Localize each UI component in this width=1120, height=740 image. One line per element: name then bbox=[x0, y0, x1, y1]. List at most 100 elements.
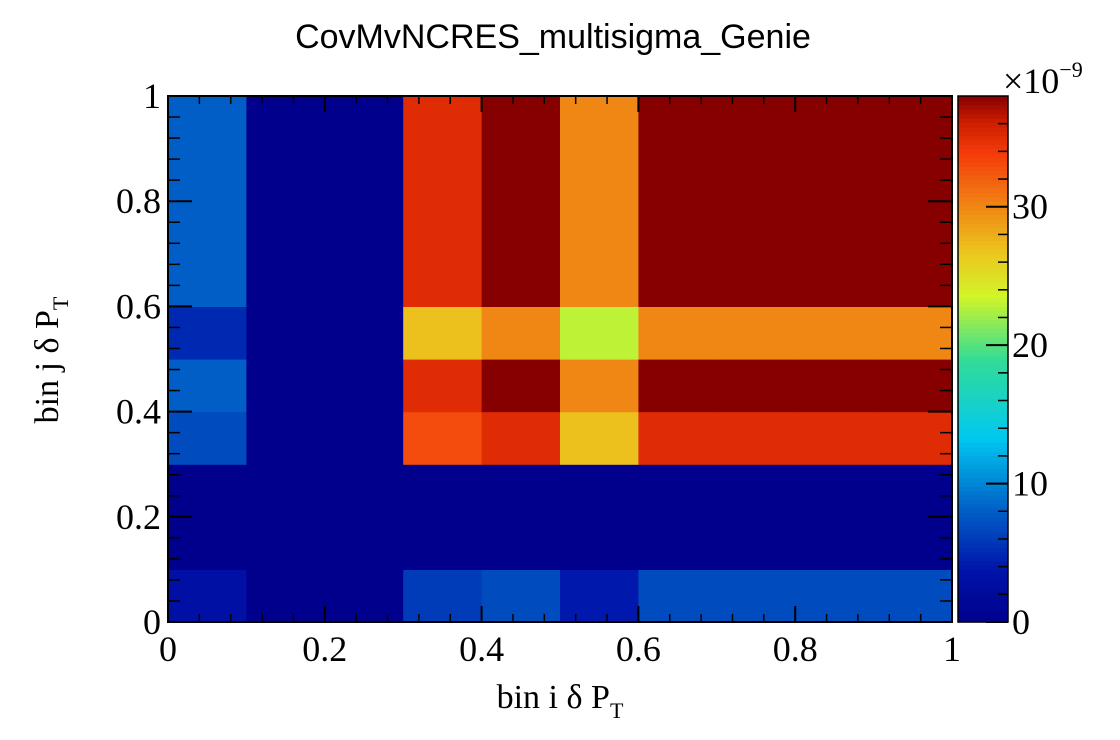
heatmap-cell bbox=[168, 569, 247, 623]
heatmap-cell bbox=[324, 569, 404, 623]
heatmap-cell bbox=[716, 411, 796, 465]
colorbar-segment bbox=[958, 477, 1008, 483]
x-tick-label: 0.8 bbox=[773, 629, 818, 669]
colorbar-segment bbox=[958, 302, 1008, 307]
heatmap-cell bbox=[246, 359, 326, 413]
colorbar-segment bbox=[958, 547, 1008, 553]
heatmap-cell bbox=[168, 411, 247, 465]
colorbar-segment bbox=[958, 442, 1008, 448]
heatmap-cell bbox=[638, 411, 718, 465]
heatmap-cell bbox=[638, 359, 718, 413]
x-axis-title-subscript: T bbox=[610, 698, 624, 723]
heatmap-cell bbox=[403, 464, 483, 518]
colorbar-frame bbox=[957, 95, 1009, 623]
colorbar-segment bbox=[958, 341, 1008, 347]
heatmap-cell bbox=[716, 96, 796, 150]
heatmap-cell bbox=[168, 359, 247, 413]
heatmap-cell bbox=[324, 516, 404, 570]
colorbar-segment bbox=[958, 113, 1008, 119]
colorbar-segment bbox=[958, 284, 1008, 290]
heatmap-cell bbox=[716, 569, 796, 623]
colorbar-segment bbox=[958, 359, 1008, 364]
colorbar-segment bbox=[958, 556, 1008, 562]
heatmap-cell bbox=[481, 148, 561, 202]
colorbar-segment bbox=[958, 310, 1008, 316]
colorbar-segment bbox=[958, 512, 1008, 518]
colorbar-segment bbox=[958, 372, 1008, 378]
heatmap-cell bbox=[560, 306, 639, 360]
heatmap-cell bbox=[246, 516, 326, 570]
heatmap-cell bbox=[403, 516, 483, 570]
colorbar-segment bbox=[958, 306, 1008, 312]
heatmap-cell bbox=[716, 148, 796, 202]
heatmap-cell bbox=[481, 96, 561, 150]
heatmap-cell bbox=[560, 464, 639, 518]
heatmap-cell bbox=[560, 201, 639, 255]
heatmap-cell bbox=[324, 253, 404, 307]
chart-title: CovMvNCRES_multisigma_Genie bbox=[295, 18, 811, 56]
heatmap-cell bbox=[795, 359, 875, 413]
colorbar-segment bbox=[958, 293, 1008, 299]
colorbar-tick-label: 0 bbox=[1012, 602, 1030, 642]
heatmap-cell bbox=[560, 253, 639, 307]
y-axis-title-subscript: T bbox=[48, 296, 73, 310]
heatmap-cell bbox=[873, 148, 953, 202]
colorbar-segment bbox=[958, 578, 1008, 584]
y-tick-label: 0.2 bbox=[116, 497, 161, 537]
heatmap-cell bbox=[246, 253, 326, 307]
colorbar-segment bbox=[958, 192, 1008, 198]
heatmap-cell bbox=[560, 359, 639, 413]
y-tick-label: 0 bbox=[143, 602, 161, 642]
colorbar-segment bbox=[958, 617, 1008, 623]
colorbar-segment bbox=[958, 591, 1008, 597]
colorbar-segment bbox=[958, 104, 1008, 110]
colorbar-segment bbox=[958, 297, 1008, 303]
heatmap-cell bbox=[324, 411, 404, 465]
colorbar-segment bbox=[958, 183, 1008, 189]
colorbar-segment bbox=[958, 565, 1008, 570]
heatmap-cell bbox=[560, 516, 639, 570]
colorbar-segment bbox=[958, 135, 1008, 141]
heatmap-cell bbox=[403, 201, 483, 255]
colorbar-segment bbox=[958, 122, 1008, 128]
y-tick-label: 0.6 bbox=[116, 286, 161, 326]
colorbar-segment bbox=[958, 551, 1008, 557]
colorbar-segment bbox=[958, 271, 1008, 277]
heatmap-cell bbox=[638, 148, 718, 202]
colorbar-segment bbox=[958, 380, 1008, 386]
colorbar-segment bbox=[958, 525, 1008, 531]
heatmap-cell bbox=[795, 569, 875, 623]
heatmap-cell bbox=[716, 306, 796, 360]
heatmap-cell bbox=[246, 306, 326, 360]
colorbar-segment bbox=[958, 117, 1008, 123]
colorbar-segment bbox=[958, 152, 1008, 158]
colorbar-segment bbox=[958, 608, 1008, 614]
colorbar-segment bbox=[958, 600, 1008, 606]
heatmap-cell bbox=[324, 306, 404, 360]
colorbar-segment bbox=[958, 249, 1008, 255]
colorbar-segment bbox=[958, 288, 1008, 294]
y-tick-label: 0.8 bbox=[116, 181, 161, 221]
colorbar-segment bbox=[958, 240, 1008, 246]
heatmap-cell bbox=[716, 201, 796, 255]
colorbar-segment bbox=[958, 223, 1008, 229]
colorbar-segment bbox=[958, 415, 1008, 421]
colorbar-segment bbox=[958, 455, 1008, 461]
colorbar-segment bbox=[958, 275, 1008, 281]
colorbar-segment bbox=[958, 516, 1008, 522]
heatmap-cell bbox=[795, 201, 875, 255]
colorbar-segment bbox=[958, 174, 1008, 180]
colorbar-segment bbox=[958, 363, 1008, 369]
colorbar-segment bbox=[958, 394, 1008, 400]
colorbar-segment bbox=[958, 402, 1008, 408]
colorbar-segment bbox=[958, 468, 1008, 474]
colorbar-segment bbox=[958, 398, 1008, 404]
colorbar-segment bbox=[958, 319, 1008, 325]
heatmap-cell bbox=[481, 464, 561, 518]
heatmap-cell bbox=[873, 516, 953, 570]
colorbar-segment bbox=[958, 490, 1008, 496]
colorbar-segment bbox=[958, 231, 1008, 237]
colorbar-multiplier: ×10−9 bbox=[1003, 57, 1083, 101]
colorbar-segment bbox=[958, 109, 1008, 115]
heatmap-cell bbox=[168, 253, 247, 307]
